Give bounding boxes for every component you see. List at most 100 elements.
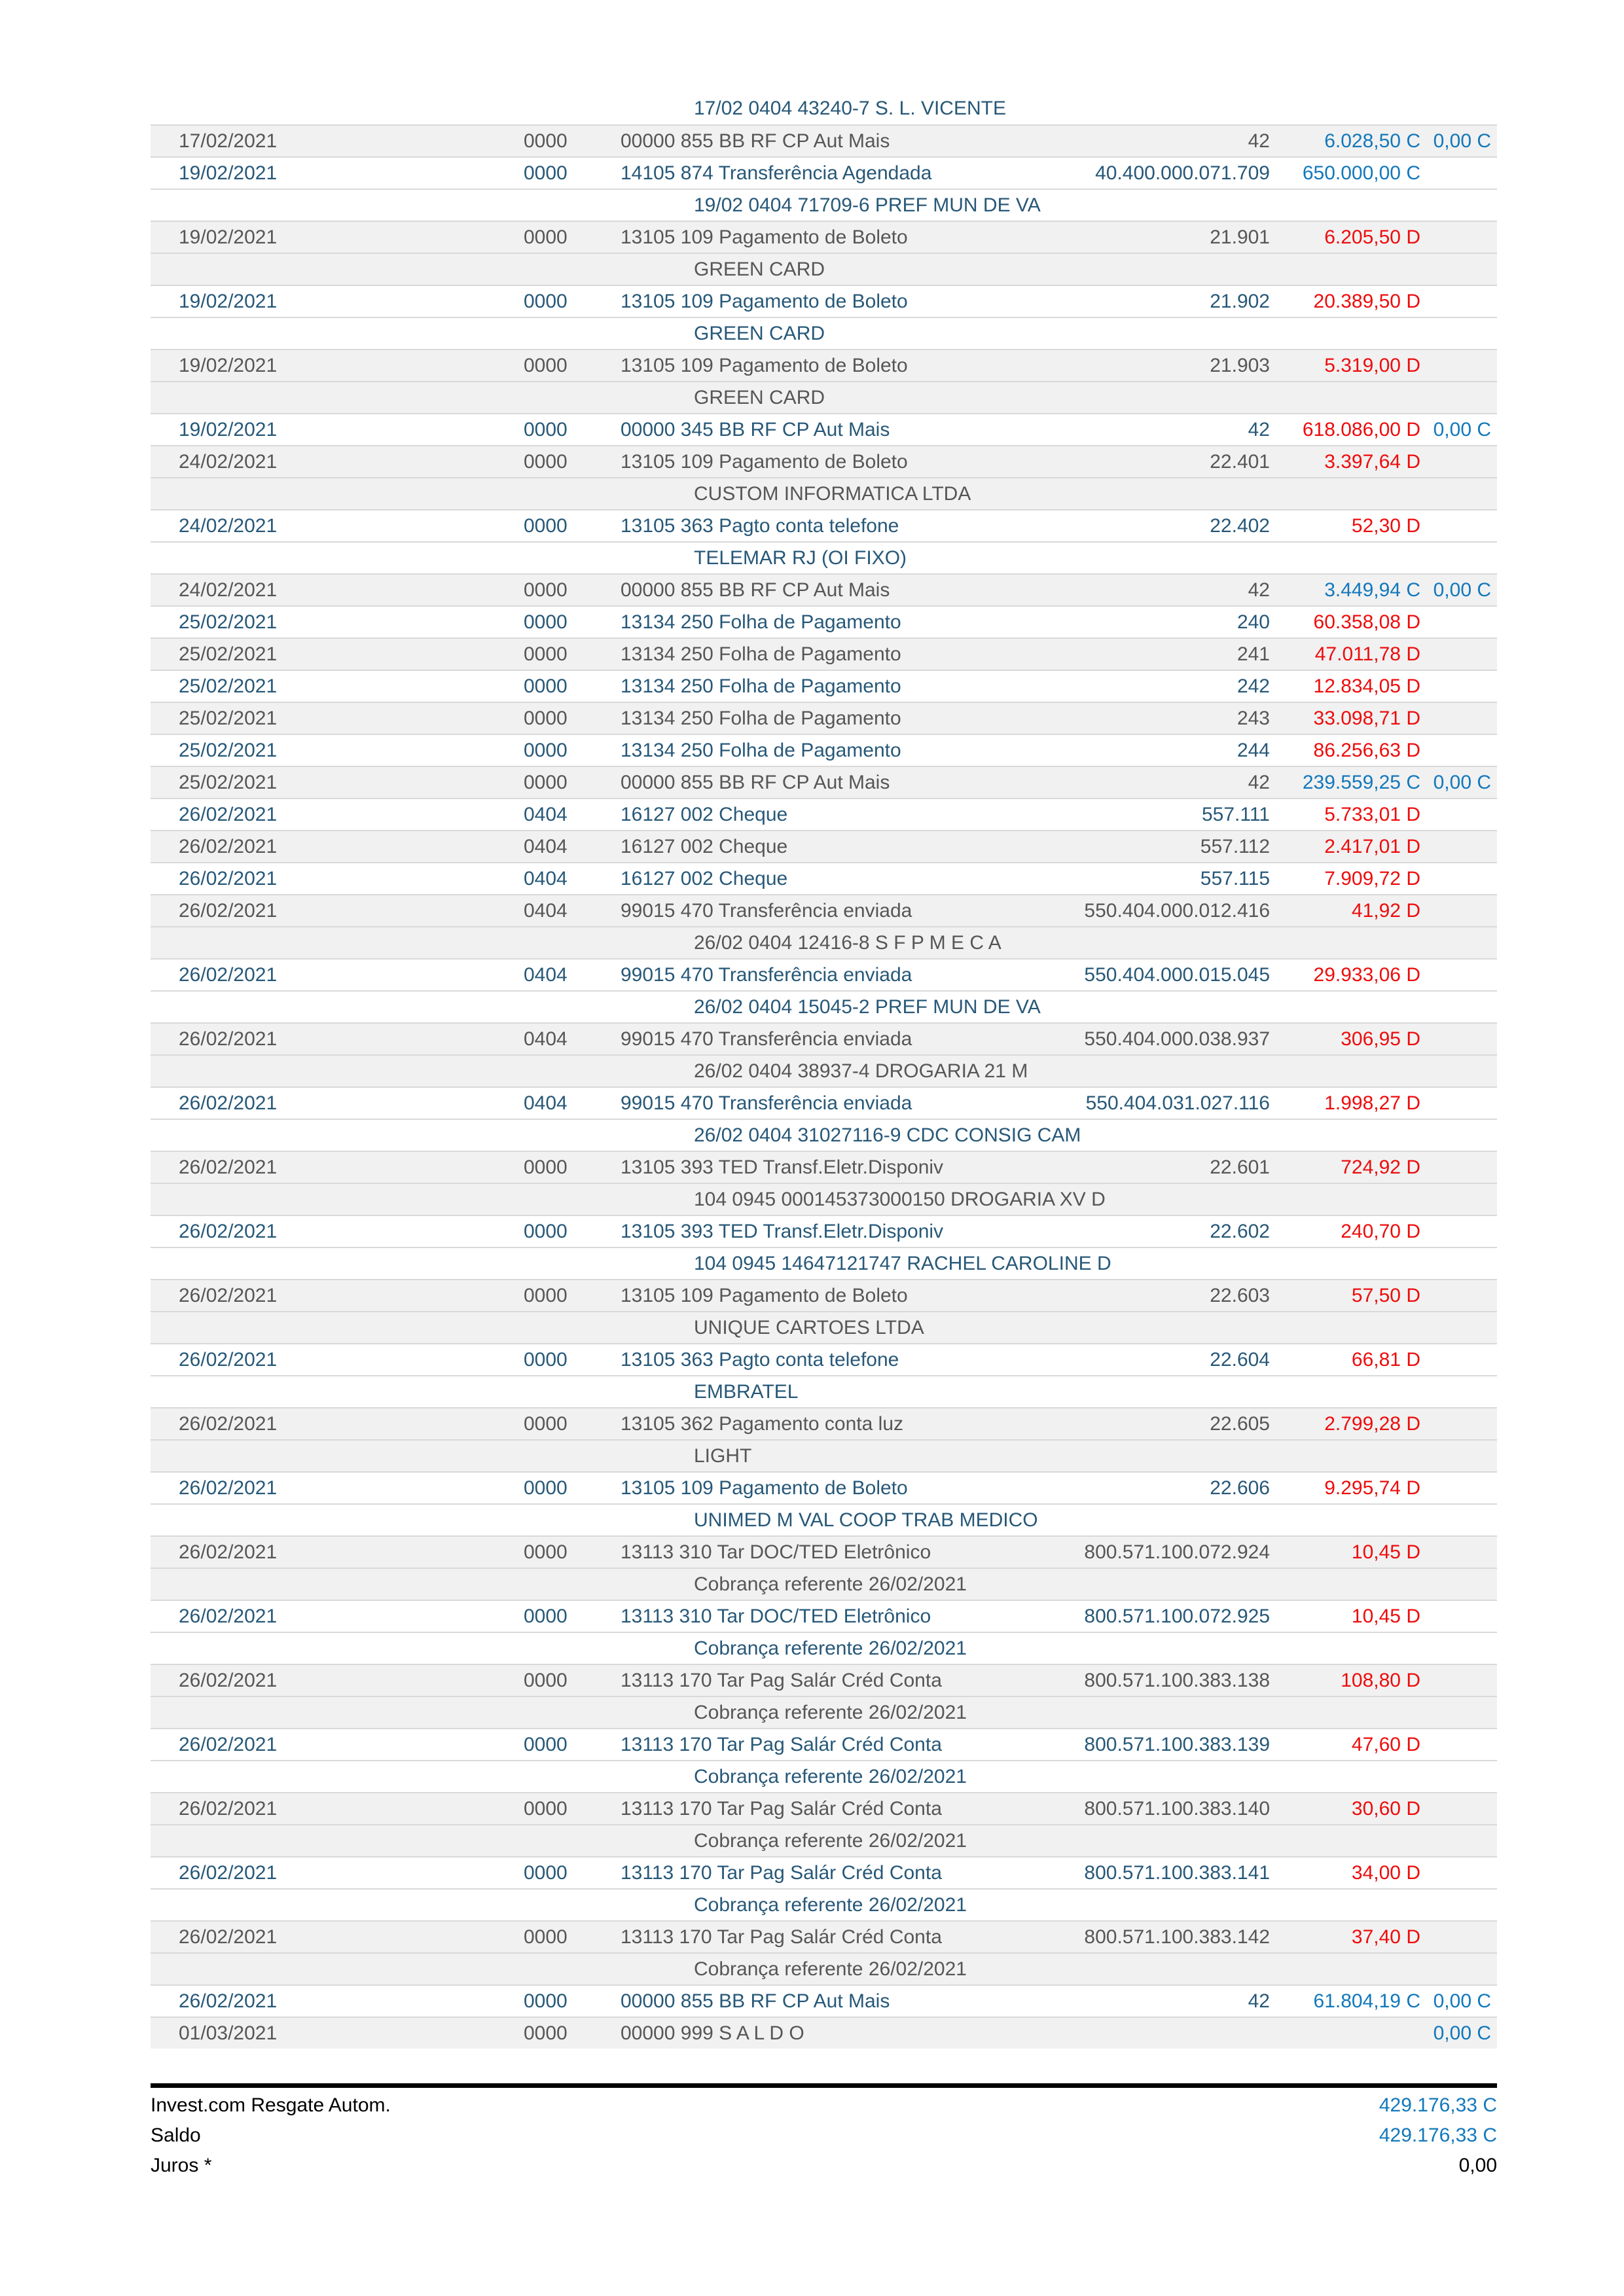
footer-divider [151,2083,1497,2088]
agency-cell: 0000 [524,1413,568,1435]
description-cell: 13134 250 Folha de Pagamento [621,708,901,729]
document-number-cell: 22.603 [1210,1285,1270,1306]
agency-cell: 0000 [524,1798,568,1820]
table-row: 26/02/2021 0404 99015 470 Transferência … [151,1086,1497,1119]
detail-text: 104 0945 000145373000150 DROGARIA XV D [694,1189,1106,1210]
detail-text: GREEN CARD [694,323,825,344]
detail-row: LIGHT [151,1439,1497,1471]
document-number-cell: 242 [1236,675,1270,697]
date-cell: 25/02/2021 [179,643,278,665]
agency-cell: 0000 [524,1605,568,1627]
description-cell: 13113 170 Tar Pag Salár Créd Conta [621,1926,942,1948]
date-cell: 26/02/2021 [179,1413,278,1435]
detail-row: Cobrança referente 26/02/2021 [151,1952,1497,1984]
detail-row: GREEN CARD [151,381,1497,413]
date-cell: 25/02/2021 [179,675,278,697]
table-row: 25/02/2021 0000 13134 250 Folha de Pagam… [151,734,1497,766]
value-cell: 60.358,08 D [1313,611,1420,633]
document-number-cell: 21.901 [1210,226,1270,248]
statement-table: 17/02 0404 43240-7 S. L. VICENTE 17/02/2… [151,92,1497,2049]
document-number-cell: 800.571.100.383.138 [1084,1670,1270,1691]
detail-row: Cobrança referente 26/02/2021 [151,1824,1497,1856]
agency-cell: 0000 [524,226,568,248]
detail-text: 17/02 0404 43240-7 S. L. VICENTE [694,98,1006,119]
value-cell: 33.098,71 D [1313,708,1420,729]
description-cell: 13134 250 Folha de Pagamento [621,611,901,633]
balance-cell [1420,1280,1497,1311]
description-cell: 00000 855 BB RF CP Aut Mais [621,772,890,793]
balance-cell: 0,00 C [1433,130,1491,152]
detail-row: UNIMED M VAL COOP TRAB MEDICO [151,1503,1497,1535]
value-cell: 47,60 D [1351,1734,1420,1755]
agency-cell: 0000 [524,1541,568,1563]
document-number-cell: 22.401 [1210,451,1270,473]
value-cell: 650.000,00 C [1302,162,1420,184]
description-cell: 13105 109 Pagamento de Boleto [621,1477,908,1499]
date-cell: 24/02/2021 [179,451,278,473]
value-cell: 5.319,00 D [1324,355,1420,376]
date-cell: 26/02/2021 [179,804,278,825]
description-cell: 16127 002 Cheque [621,868,788,889]
document-number-cell: 550.404.000.012.416 [1084,900,1270,922]
description-cell: 13105 393 TED Transf.Eletr.Disponiv [621,1157,944,1178]
footer-summary: Invest.com Resgate Autom. 429.176,33 C S… [151,2090,1497,2181]
description-cell: 16127 002 Cheque [621,836,788,857]
detail-text: Cobrança referente 26/02/2021 [694,1894,967,1916]
balance-cell: 0,00 C [1433,579,1491,601]
balance-cell [1420,1665,1497,1696]
document-number-cell: 800.571.100.383.141 [1084,1862,1270,1884]
date-cell: 26/02/2021 [179,1734,278,1755]
balance-cell [1420,1408,1497,1439]
table-row: 26/02/2021 0404 99015 470 Transferência … [151,894,1497,926]
detail-row: 19/02 0404 71709-6 PREF MUN DE VA [151,188,1497,221]
balance-cell [1420,960,1497,990]
agency-cell: 0404 [524,868,568,889]
agency-cell: 0000 [524,2022,568,2044]
date-cell: 26/02/2021 [179,1926,278,1948]
table-row: 26/02/2021 0000 13113 170 Tar Pag Salár … [151,1792,1497,1824]
detail-row: Cobrança referente 26/02/2021 [151,1632,1497,1664]
balance-cell [1420,286,1497,317]
balance-cell [1420,1537,1497,1568]
balance-cell [1420,1729,1497,1760]
date-cell: 26/02/2021 [179,1349,278,1371]
balance-cell [1420,1344,1497,1375]
detail-text: Cobrança referente 26/02/2021 [694,1573,967,1595]
description-cell: 13105 109 Pagamento de Boleto [621,451,908,473]
table-row: 26/02/2021 0000 13105 109 Pagamento de B… [151,1279,1497,1311]
detail-row: GREEN CARD [151,253,1497,285]
agency-cell: 0000 [524,579,568,601]
description-cell: 16127 002 Cheque [621,804,788,825]
description-cell: 14105 874 Transferência Agendada [621,162,932,184]
date-cell: 26/02/2021 [179,836,278,857]
date-cell: 26/02/2021 [179,1862,278,1884]
table-row: 26/02/2021 0404 99015 470 Transferência … [151,958,1497,990]
balance-cell: 0,00 C [1433,1990,1491,2012]
document-number-cell: 550.404.000.015.045 [1084,964,1270,986]
table-row: 25/02/2021 0000 13134 250 Folha de Pagam… [151,670,1497,702]
value-cell: 41,92 D [1351,900,1420,922]
table-row: 26/02/2021 0000 13105 363 Pagto conta te… [151,1343,1497,1375]
document-number-cell: 240 [1236,611,1270,633]
date-cell: 26/02/2021 [179,1477,278,1499]
agency-cell: 0000 [524,1349,568,1371]
detail-text: Cobrança referente 26/02/2021 [694,1638,967,1659]
balance-cell [1420,735,1497,766]
detail-row: Cobrança referente 26/02/2021 [151,1888,1497,1920]
date-cell: 26/02/2021 [179,1541,278,1563]
agency-cell: 0000 [524,419,568,440]
balance-cell [1420,895,1497,926]
summary-label: Saldo [151,2125,201,2146]
balance-cell: 0,00 C [1433,419,1491,440]
description-cell: 13105 109 Pagamento de Boleto [621,355,908,376]
balance-cell [1420,222,1497,253]
balance-cell [1420,1152,1497,1183]
agency-cell: 0000 [524,740,568,761]
description-cell: 99015 470 Transferência enviada [621,1092,912,1114]
agency-cell: 0000 [524,1990,568,2012]
summary-row-invest: Invest.com Resgate Autom. 429.176,33 C [151,2090,1497,2121]
value-cell: 5.733,01 D [1324,804,1420,825]
agency-cell: 0000 [524,643,568,665]
table-row: 26/02/2021 0404 16127 002 Cheque 557.115… [151,862,1497,894]
detail-row: GREEN CARD [151,317,1497,349]
